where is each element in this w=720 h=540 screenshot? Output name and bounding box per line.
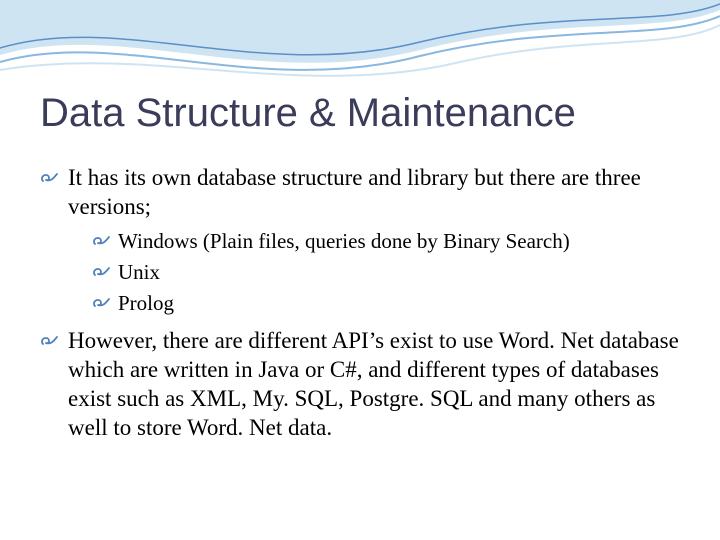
slide-title: Data Structure & Maintenance xyxy=(40,90,680,136)
swirl-bullet-icon xyxy=(40,172,58,184)
slide-content: Data Structure & Maintenance It has its … xyxy=(0,0,720,540)
sub-bullet-item: Windows (Plain files, queries done by Bi… xyxy=(92,228,680,255)
sub-bullet-list: Windows (Plain files, queries done by Bi… xyxy=(92,228,680,318)
sub-bullet-text: Windows (Plain files, queries done by Bi… xyxy=(118,229,570,253)
swirl-bullet-icon xyxy=(92,235,110,247)
sub-bullet-item: Unix xyxy=(92,259,680,286)
swirl-bullet-icon xyxy=(92,297,110,309)
bullet-text: It has its own database structure and li… xyxy=(68,165,641,219)
bullet-list: It has its own database structure and li… xyxy=(40,164,680,442)
bullet-item: It has its own database structure and li… xyxy=(40,164,680,317)
swirl-bullet-icon xyxy=(92,266,110,278)
sub-bullet-text: Prolog xyxy=(118,291,174,315)
sub-bullet-text: Unix xyxy=(118,260,160,284)
bullet-item: However, there are different API’s exist… xyxy=(40,327,680,442)
sub-bullet-item: Prolog xyxy=(92,290,680,317)
bullet-text: However, there are different API’s exist… xyxy=(68,328,679,439)
swirl-bullet-icon xyxy=(40,335,58,347)
